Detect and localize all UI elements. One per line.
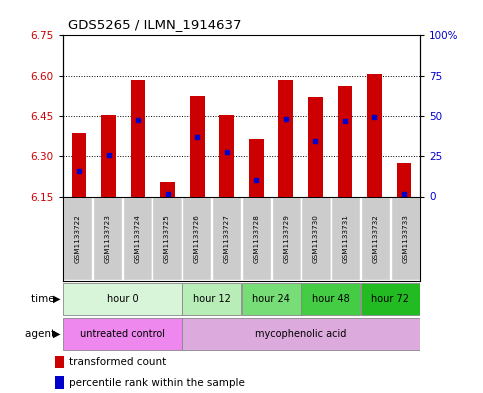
Text: GSM1133723: GSM1133723 [104, 214, 111, 263]
Text: hour 0: hour 0 [107, 294, 138, 304]
Text: GSM1133727: GSM1133727 [224, 214, 229, 263]
Text: ▶: ▶ [53, 329, 60, 339]
Bar [63, 283, 182, 314]
Text: GSM1133728: GSM1133728 [254, 214, 259, 263]
Bar [249, 139, 264, 196]
Bar [63, 197, 92, 280]
Bar [301, 283, 360, 314]
Bar [153, 197, 182, 280]
Bar [63, 318, 182, 350]
Text: GDS5265 / ILMN_1914637: GDS5265 / ILMN_1914637 [68, 18, 241, 31]
Bar [182, 318, 420, 350]
Bar [190, 96, 205, 196]
Bar [182, 283, 241, 314]
Bar [219, 115, 234, 196]
Text: hour 48: hour 48 [312, 294, 350, 304]
Bar [71, 133, 86, 196]
Bar [278, 80, 293, 196]
Text: mycophenolic acid: mycophenolic acid [256, 329, 347, 339]
Bar [242, 283, 301, 314]
Text: untreated control: untreated control [80, 329, 165, 339]
Bar [131, 80, 145, 196]
Text: GSM1133722: GSM1133722 [75, 214, 81, 263]
Text: hour 72: hour 72 [371, 294, 410, 304]
Text: GSM1133731: GSM1133731 [343, 214, 349, 263]
Bar [182, 197, 212, 280]
Text: ▶: ▶ [53, 294, 60, 304]
Text: hour 12: hour 12 [193, 294, 231, 304]
Text: time: time [31, 294, 58, 304]
Bar [361, 197, 390, 280]
Bar [242, 197, 271, 280]
Bar [212, 197, 241, 280]
Text: GSM1133726: GSM1133726 [194, 214, 200, 263]
Text: agent: agent [25, 329, 58, 339]
Bar [331, 197, 360, 280]
Text: GSM1133730: GSM1133730 [313, 214, 319, 263]
Bar [361, 283, 420, 314]
Text: hour 24: hour 24 [252, 294, 290, 304]
Text: GSM1133729: GSM1133729 [283, 214, 289, 263]
Bar [367, 74, 382, 196]
Bar [55, 356, 64, 368]
Text: transformed count: transformed count [69, 357, 166, 367]
Text: percentile rank within the sample: percentile rank within the sample [69, 378, 244, 387]
Bar [55, 376, 64, 389]
Text: GSM1133732: GSM1133732 [372, 214, 379, 263]
Bar [93, 197, 122, 280]
Bar [397, 163, 412, 196]
Bar [271, 197, 301, 280]
Bar [308, 97, 323, 196]
Text: GSM1133724: GSM1133724 [134, 214, 140, 263]
Bar [101, 115, 116, 196]
Bar [391, 197, 420, 280]
Bar [301, 197, 330, 280]
Bar [160, 182, 175, 196]
Text: GSM1133725: GSM1133725 [164, 214, 170, 263]
Text: GSM1133733: GSM1133733 [402, 214, 408, 263]
Bar [338, 86, 352, 196]
Bar [123, 197, 152, 280]
